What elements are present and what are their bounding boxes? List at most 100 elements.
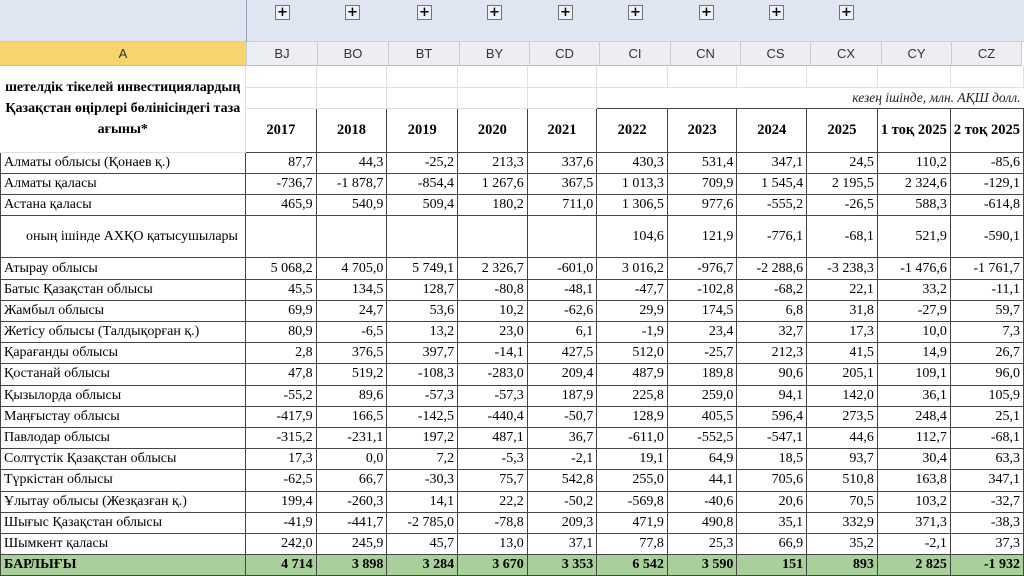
value-cell[interactable]: -68,2 bbox=[736, 278, 808, 301]
value-cell[interactable]: 521,9 bbox=[876, 215, 951, 259]
value-cell[interactable]: 213,3 bbox=[457, 151, 528, 175]
value-cell[interactable]: 510,8 bbox=[806, 469, 878, 492]
year-header[interactable]: 2017 bbox=[245, 107, 317, 153]
value-cell[interactable]: 103,2 bbox=[876, 490, 951, 513]
value-cell[interactable]: 47,8 bbox=[245, 363, 317, 386]
value-cell[interactable]: 24,7 bbox=[315, 299, 388, 323]
value-cell[interactable]: 44,6 bbox=[806, 426, 878, 450]
value-cell[interactable]: 110,2 bbox=[876, 151, 951, 175]
value-cell[interactable]: -283,0 bbox=[457, 363, 528, 386]
value-cell[interactable]: -68,1 bbox=[806, 215, 878, 259]
empty-cell[interactable] bbox=[877, 66, 951, 88]
empty-cell[interactable] bbox=[806, 66, 878, 88]
value-cell[interactable]: 45,5 bbox=[245, 278, 317, 301]
value-cell[interactable]: -47,7 bbox=[596, 278, 668, 301]
value-cell[interactable]: 376,5 bbox=[315, 342, 388, 365]
value-cell[interactable]: 19,1 bbox=[596, 448, 668, 471]
value-cell[interactable]: 248,4 bbox=[876, 405, 951, 428]
value-cell[interactable]: -555,2 bbox=[736, 194, 808, 217]
value-cell[interactable]: 245,9 bbox=[315, 532, 388, 556]
value-cell[interactable]: 163,8 bbox=[876, 469, 951, 492]
value-cell[interactable]: -25,7 bbox=[666, 342, 738, 365]
column-header-by[interactable]: BY bbox=[460, 42, 530, 66]
value-cell[interactable]: 7,3 bbox=[949, 320, 1024, 344]
total-label[interactable]: БАРЛЫҒЫ bbox=[0, 554, 247, 576]
value-cell[interactable]: -57,3 bbox=[457, 384, 528, 407]
value-cell[interactable]: 134,5 bbox=[315, 278, 388, 301]
value-cell[interactable]: -6,5 bbox=[315, 320, 388, 344]
value-cell[interactable]: -2 785,0 bbox=[386, 511, 459, 534]
expand-group-button[interactable]: + bbox=[345, 5, 360, 20]
value-cell[interactable]: 63,3 bbox=[949, 448, 1024, 471]
empty-cell[interactable] bbox=[386, 66, 459, 88]
empty-cell[interactable] bbox=[316, 66, 388, 88]
value-cell[interactable]: 2,8 bbox=[245, 342, 317, 365]
region-label[interactable]: Қостанай облысы bbox=[0, 363, 247, 386]
year-header[interactable]: 1 тоқ 2025 bbox=[876, 107, 951, 153]
value-cell[interactable]: -552,5 bbox=[666, 426, 738, 450]
value-cell[interactable]: 490,8 bbox=[666, 511, 738, 534]
value-cell[interactable]: 25,1 bbox=[949, 405, 1024, 428]
total-value[interactable]: 6 542 bbox=[596, 554, 668, 576]
value-cell[interactable]: 44,1 bbox=[666, 469, 738, 492]
value-cell[interactable]: -50,2 bbox=[526, 490, 598, 513]
value-cell[interactable]: 5 749,1 bbox=[386, 257, 459, 280]
empty-cell[interactable] bbox=[527, 87, 598, 109]
value-cell[interactable]: 588,3 bbox=[876, 194, 951, 217]
value-cell[interactable]: 23,0 bbox=[457, 320, 528, 344]
value-cell[interactable]: 29,9 bbox=[596, 299, 668, 323]
value-cell[interactable]: 105,9 bbox=[949, 384, 1024, 407]
year-header[interactable]: 2022 bbox=[596, 107, 668, 153]
value-cell[interactable]: -50,7 bbox=[526, 405, 598, 428]
value-cell[interactable]: -1 761,7 bbox=[949, 257, 1024, 280]
value-cell[interactable]: 13,2 bbox=[386, 320, 459, 344]
region-label[interactable]: Жетісу облысы (Талдықорған қ.) bbox=[0, 320, 247, 344]
total-value[interactable]: -1 932 bbox=[949, 554, 1024, 576]
value-cell[interactable]: -142,5 bbox=[386, 405, 459, 428]
value-cell[interactable]: 2 195,5 bbox=[806, 173, 878, 196]
year-header[interactable]: 2019 bbox=[386, 107, 459, 153]
value-cell[interactable]: 36,1 bbox=[876, 384, 951, 407]
value-cell[interactable]: 18,5 bbox=[736, 448, 808, 471]
value-cell[interactable]: -41,9 bbox=[245, 511, 317, 534]
year-header[interactable]: 2 тоқ 2025 bbox=[949, 107, 1024, 153]
column-header-cy[interactable]: CY bbox=[882, 42, 952, 66]
total-value[interactable]: 893 bbox=[806, 554, 878, 576]
value-cell[interactable]: -32,7 bbox=[949, 490, 1024, 513]
empty-cell[interactable] bbox=[736, 66, 808, 88]
value-cell[interactable]: 487,9 bbox=[596, 363, 668, 386]
value-cell[interactable]: 70,5 bbox=[806, 490, 878, 513]
value-cell[interactable]: -976,7 bbox=[666, 257, 738, 280]
region-label[interactable]: Маңғыстау облысы bbox=[0, 405, 247, 428]
region-label[interactable]: Қызылорда облысы bbox=[0, 384, 247, 407]
value-cell[interactable]: -26,5 bbox=[806, 194, 878, 217]
value-cell[interactable]: 596,4 bbox=[736, 405, 808, 428]
value-cell[interactable]: 347,1 bbox=[949, 469, 1024, 492]
column-header-bt[interactable]: BT bbox=[389, 42, 460, 66]
value-cell[interactable] bbox=[526, 215, 598, 259]
value-cell[interactable]: 36,7 bbox=[526, 426, 598, 450]
value-cell[interactable]: 22,2 bbox=[457, 490, 528, 513]
value-cell[interactable]: 30,4 bbox=[876, 448, 951, 471]
value-cell[interactable]: 14,9 bbox=[876, 342, 951, 365]
value-cell[interactable]: -315,2 bbox=[245, 426, 317, 450]
value-cell[interactable]: 705,6 bbox=[736, 469, 808, 492]
value-cell[interactable]: 209,3 bbox=[526, 511, 598, 534]
column-header-bj[interactable]: BJ bbox=[247, 42, 318, 66]
value-cell[interactable]: -11,1 bbox=[949, 278, 1024, 301]
year-header[interactable]: 2018 bbox=[315, 107, 388, 153]
value-cell[interactable]: 14,1 bbox=[386, 490, 459, 513]
value-cell[interactable]: 13,0 bbox=[457, 532, 528, 556]
value-cell[interactable]: -62,6 bbox=[526, 299, 598, 323]
value-cell[interactable]: 405,5 bbox=[666, 405, 738, 428]
region-label[interactable]: Алматы қаласы bbox=[0, 173, 247, 196]
expand-group-button[interactable]: + bbox=[417, 5, 432, 20]
value-cell[interactable]: -611,0 bbox=[596, 426, 668, 450]
value-cell[interactable]: 25,3 bbox=[666, 532, 738, 556]
value-cell[interactable]: 37,1 bbox=[526, 532, 598, 556]
value-cell[interactable] bbox=[245, 215, 317, 259]
year-header[interactable]: 2024 bbox=[736, 107, 808, 153]
column-header-bo[interactable]: BO bbox=[318, 42, 389, 66]
value-cell[interactable]: -776,1 bbox=[736, 215, 808, 259]
value-cell[interactable]: -590,1 bbox=[949, 215, 1024, 259]
